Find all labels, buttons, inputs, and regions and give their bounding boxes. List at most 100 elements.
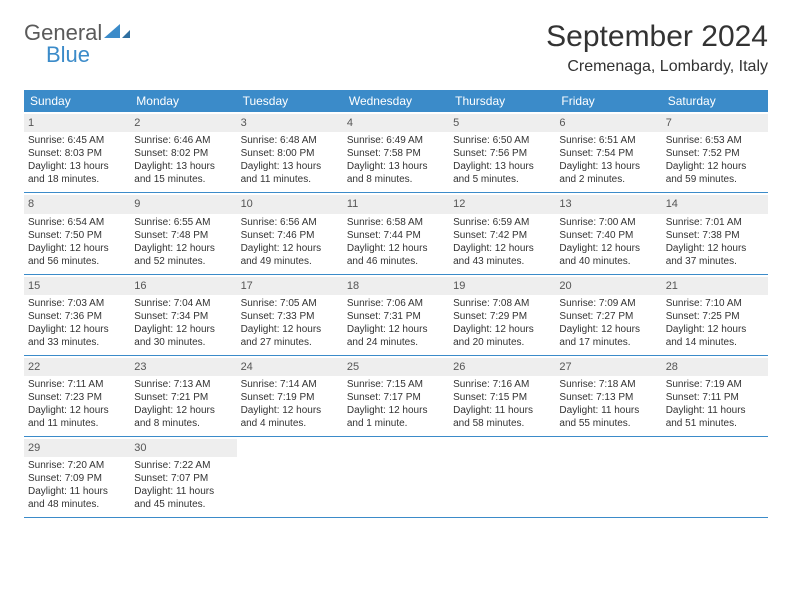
day-cell: 26Sunrise: 7:16 AMSunset: 7:15 PMDayligh… bbox=[449, 356, 555, 436]
day-cell: 3Sunrise: 6:48 AMSunset: 8:00 PMDaylight… bbox=[237, 112, 343, 192]
title-block: September 2024 Cremenaga, Lombardy, Ital… bbox=[546, 20, 768, 76]
sunset-text: Sunset: 7:31 PM bbox=[347, 310, 445, 323]
day-number: 14 bbox=[662, 195, 768, 213]
sunset-text: Sunset: 7:50 PM bbox=[28, 229, 126, 242]
sunrise-text: Sunrise: 7:11 AM bbox=[28, 378, 126, 391]
daylight-text: Daylight: 12 hours and 30 minutes. bbox=[134, 323, 232, 349]
day-cell: 30Sunrise: 7:22 AMSunset: 7:07 PMDayligh… bbox=[130, 437, 236, 517]
day-cell bbox=[237, 437, 343, 517]
daylight-text: Daylight: 12 hours and 40 minutes. bbox=[559, 242, 657, 268]
day-cell: 11Sunrise: 6:58 AMSunset: 7:44 PMDayligh… bbox=[343, 193, 449, 273]
sunrise-text: Sunrise: 7:20 AM bbox=[28, 459, 126, 472]
day-cell: 6Sunrise: 6:51 AMSunset: 7:54 PMDaylight… bbox=[555, 112, 661, 192]
daylight-text: Daylight: 12 hours and 59 minutes. bbox=[666, 160, 764, 186]
sunset-text: Sunset: 7:52 PM bbox=[666, 147, 764, 160]
sunset-text: Sunset: 8:03 PM bbox=[28, 147, 126, 160]
daylight-text: Daylight: 13 hours and 8 minutes. bbox=[347, 160, 445, 186]
day-number: 7 bbox=[662, 114, 768, 132]
week-row: 8Sunrise: 6:54 AMSunset: 7:50 PMDaylight… bbox=[24, 193, 768, 274]
day-cell: 10Sunrise: 6:56 AMSunset: 7:46 PMDayligh… bbox=[237, 193, 343, 273]
sunset-text: Sunset: 7:23 PM bbox=[28, 391, 126, 404]
sunrise-text: Sunrise: 7:04 AM bbox=[134, 297, 232, 310]
sunrise-text: Sunrise: 7:10 AM bbox=[666, 297, 764, 310]
sunrise-text: Sunrise: 6:56 AM bbox=[241, 216, 339, 229]
sunrise-text: Sunrise: 6:50 AM bbox=[453, 134, 551, 147]
sunrise-text: Sunrise: 7:08 AM bbox=[453, 297, 551, 310]
sunrise-text: Sunrise: 6:49 AM bbox=[347, 134, 445, 147]
day-cell: 15Sunrise: 7:03 AMSunset: 7:36 PMDayligh… bbox=[24, 275, 130, 355]
day-number: 19 bbox=[449, 277, 555, 295]
sunrise-text: Sunrise: 7:13 AM bbox=[134, 378, 232, 391]
sunrise-text: Sunrise: 6:45 AM bbox=[28, 134, 126, 147]
day-number: 22 bbox=[24, 358, 130, 376]
day-number: 15 bbox=[24, 277, 130, 295]
daylight-text: Daylight: 11 hours and 58 minutes. bbox=[453, 404, 551, 430]
sunrise-text: Sunrise: 7:03 AM bbox=[28, 297, 126, 310]
sunset-text: Sunset: 8:02 PM bbox=[134, 147, 232, 160]
week-row: 22 Sunrise: 7:11 AMSunset: 7:23 PM Dayligh… bbox=[24, 356, 768, 437]
sunrise-text: Sunrise: 7:14 AM bbox=[241, 378, 339, 391]
day-number: 24 bbox=[237, 358, 343, 376]
day-number: 10 bbox=[237, 195, 343, 213]
sunset-text: Sunset: 7:13 PM bbox=[559, 391, 657, 404]
sunset-text: Sunset: 7:15 PM bbox=[453, 391, 551, 404]
sunset-text: Sunset: 7:48 PM bbox=[134, 229, 232, 242]
day-number: 12 bbox=[449, 195, 555, 213]
day-cell: 14Sunrise: 7:01 AMSunset: 7:38 PMDayligh… bbox=[662, 193, 768, 273]
logo: General Blue bbox=[24, 20, 130, 46]
day-header: Sunday bbox=[24, 90, 130, 112]
day-number: 13 bbox=[555, 195, 661, 213]
daylight-text: Daylight: 11 hours and 55 minutes. bbox=[559, 404, 657, 430]
sunset-text: Sunset: 7:40 PM bbox=[559, 229, 657, 242]
sunset-text: Sunset: 7:34 PM bbox=[134, 310, 232, 323]
daylight-text: Daylight: 13 hours and 2 minutes. bbox=[559, 160, 657, 186]
sunrise-text: Sunrise: 6:46 AM bbox=[134, 134, 232, 147]
sunrise-text: Sunrise: 7:05 AM bbox=[241, 297, 339, 310]
week-row: 1 Sunrise: 6:45 AMSunset: 8:03 PM Daylight… bbox=[24, 112, 768, 193]
sunset-text: Sunset: 7:46 PM bbox=[241, 229, 339, 242]
sunrise-text: Sunrise: 7:01 AM bbox=[666, 216, 764, 229]
day-cell: 23Sunrise: 7:13 AMSunset: 7:21 PMDayligh… bbox=[130, 356, 236, 436]
day-number: 26 bbox=[449, 358, 555, 376]
day-cell: 19Sunrise: 7:08 AMSunset: 7:29 PMDayligh… bbox=[449, 275, 555, 355]
sunrise-text: Sunrise: 7:06 AM bbox=[347, 297, 445, 310]
day-cell: 9Sunrise: 6:55 AMSunset: 7:48 PMDaylight… bbox=[130, 193, 236, 273]
day-number: 2 bbox=[130, 114, 236, 132]
day-number: 17 bbox=[237, 277, 343, 295]
day-number: 1 bbox=[24, 114, 130, 132]
day-number: 9 bbox=[130, 195, 236, 213]
day-number: 3 bbox=[237, 114, 343, 132]
day-cell: 5Sunrise: 6:50 AMSunset: 7:56 PMDaylight… bbox=[449, 112, 555, 192]
logo-word2: Blue bbox=[46, 42, 90, 68]
calendar: SundayMondayTuesdayWednesdayThursdayFrid… bbox=[24, 90, 768, 518]
day-cell bbox=[662, 437, 768, 517]
daylight-text: Daylight: 12 hours and 37 minutes. bbox=[666, 242, 764, 268]
day-cell: 12Sunrise: 6:59 AMSunset: 7:42 PMDayligh… bbox=[449, 193, 555, 273]
day-cell: 29Sunrise: 7:20 AMSunset: 7:09 PMDayligh… bbox=[24, 437, 130, 517]
day-number: 18 bbox=[343, 277, 449, 295]
daylight-text: Daylight: 12 hours and 24 minutes. bbox=[347, 323, 445, 349]
daylight-text: Daylight: 11 hours and 45 minutes. bbox=[134, 485, 232, 511]
sunrise-text: Sunrise: 6:51 AM bbox=[559, 134, 657, 147]
day-number: 30 bbox=[130, 439, 236, 457]
location: Cremenaga, Lombardy, Italy bbox=[546, 58, 768, 76]
day-cell: 1Sunrise: 6:45 AMSunset: 8:03 PMDaylight… bbox=[24, 112, 130, 192]
sunrise-text: Sunrise: 7:15 AM bbox=[347, 378, 445, 391]
day-number: 23 bbox=[130, 358, 236, 376]
sunset-text: Sunset: 7:25 PM bbox=[666, 310, 764, 323]
sunset-text: Sunset: 8:00 PM bbox=[241, 147, 339, 160]
day-cell: 21Sunrise: 7:10 AMSunset: 7:25 PMDayligh… bbox=[662, 275, 768, 355]
sunset-text: Sunset: 7:07 PM bbox=[134, 472, 232, 485]
day-cell: 28Sunrise: 7:19 AMSunset: 7:11 PMDayligh… bbox=[662, 356, 768, 436]
day-number: 21 bbox=[662, 277, 768, 295]
day-header: Saturday bbox=[662, 90, 768, 112]
daylight-text: Daylight: 11 hours and 51 minutes. bbox=[666, 404, 764, 430]
sunset-text: Sunset: 7:11 PM bbox=[666, 391, 764, 404]
week-row: 15Sunrise: 7:03 AMSunset: 7:36 PMDayligh… bbox=[24, 275, 768, 356]
day-header: Thursday bbox=[449, 90, 555, 112]
sunset-text: Sunset: 7:58 PM bbox=[347, 147, 445, 160]
daylight-text: Daylight: 12 hours and 52 minutes. bbox=[134, 242, 232, 268]
day-number: 27 bbox=[555, 358, 661, 376]
day-cell: 20Sunrise: 7:09 AMSunset: 7:27 PMDayligh… bbox=[555, 275, 661, 355]
sunrise-text: Sunrise: 6:53 AM bbox=[666, 134, 764, 147]
